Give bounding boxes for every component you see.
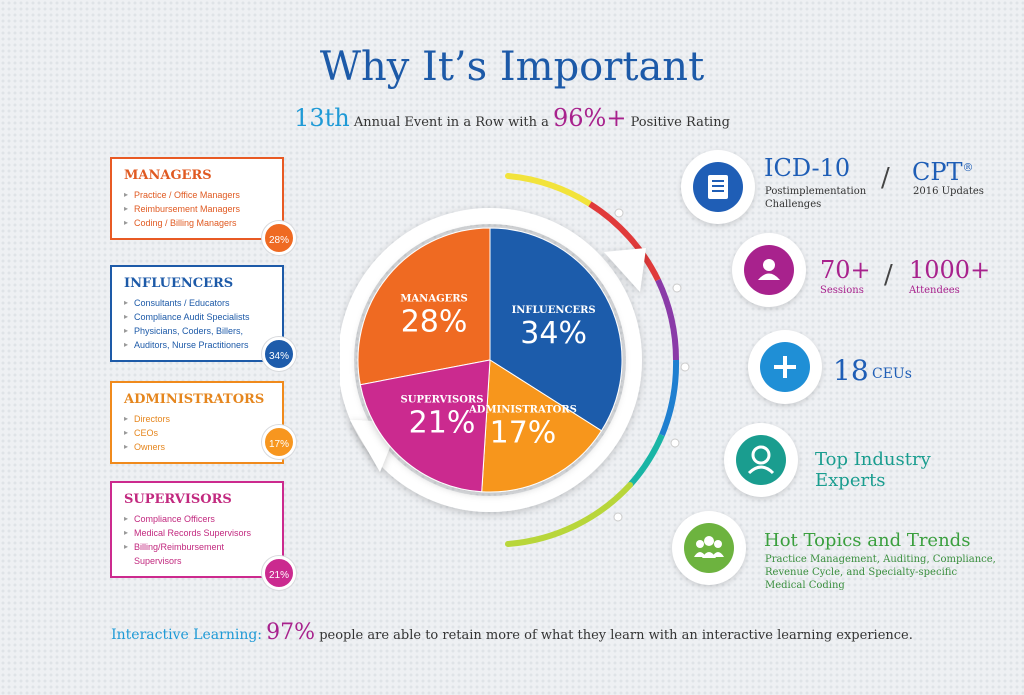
pie-slice-administrators [481,359,603,493]
rating-percent: 96%+ [552,104,627,132]
pie-label-managers: MANAGERS [400,294,467,305]
list-item: Auditors, Nurse Practitioners [124,338,272,352]
box-title: SUPERVISORS [124,492,232,507]
box-title: ADMINISTRATORS [124,392,265,407]
group-icon [694,536,724,558]
icd-sub-1: Postimplementation [765,186,867,197]
page-subtitle: 13th Annual Event in a Row with a 96%+ P… [0,104,1024,132]
list-item: Physicians, Coders, Billers, [124,324,272,338]
page-title: Why It’s Important [319,44,705,90]
expert-icon [747,445,775,475]
separator-slash: / [881,163,890,193]
subtitle-text-2: Positive Rating [626,115,730,130]
arc-dot [614,208,624,218]
list-item: CEOs [124,426,272,440]
attendees-count: 1000+ [909,256,991,284]
icd-sub-2: Challenges [765,199,822,210]
supervisors-badge: 21% [262,556,296,590]
pie-label-administrators: ADMINISTRATORS [468,405,577,416]
arc-dot [672,283,682,293]
arc-dot [680,362,690,372]
arc-lime [505,482,633,547]
list-item: Directors [124,412,272,426]
list-item: Practice / Office Managers [124,188,272,202]
cpt-sub: 2016 Updates [913,186,984,197]
topics-desc-3: Medical Coding [765,580,845,591]
document-icon [708,175,728,199]
footer-statement: Interactive Learning: 97% people are abl… [0,620,1024,645]
years-count: 13th [294,104,350,132]
sessions-count: 70+ [820,256,871,284]
list-item: Consultants / Educators [124,296,272,310]
list-item: Coding / Billing Managers [124,216,272,230]
subtitle-text-1: Annual Event in a Row with a [349,115,553,130]
managers-box: MANAGERS Practice / Office Managers Reim… [110,157,284,240]
arc-blue [659,359,680,437]
pie-slice-supervisors [359,359,491,493]
list-item: Reimbursement Managers [124,202,272,216]
arc-dot [670,438,680,448]
influencers-badge: 34% [262,337,296,371]
box-title: MANAGERS [124,168,212,183]
arc-purple [655,278,680,361]
footer-text: people are able to retain more of what t… [315,628,913,643]
list-item: Owners [124,440,272,454]
arrow-icon [604,248,646,292]
experts-line-2: Experts [815,470,886,491]
footer-percent: 97% [266,620,316,645]
icd-feature-circle [681,150,755,224]
pie-label-influencers: INFLUENCERS [512,305,596,316]
administrators-box: ADMINISTRATORS Directors CEOs Owners [110,381,284,464]
user-icon [758,259,780,280]
pie-value-influencers: 34% [520,316,587,351]
arc-dot [613,512,623,522]
outer-ring [340,208,642,512]
arc-teal [627,433,665,487]
topics-desc-2: Revenue Cycle, and Specialty-specific [765,567,958,578]
plus-icon [774,356,796,378]
box-title: INFLUENCERS [124,276,234,291]
attendees-label: Attendees [909,285,960,296]
topics-feature-circle [672,511,746,585]
ceu-count: 18 [833,354,869,387]
pie-slice-managers [357,227,491,386]
managers-badge: 28% [262,221,296,255]
ceu-feature-circle [748,330,822,404]
pie-slice-influencers [489,227,623,432]
footer-lead: Interactive Learning: [111,627,263,643]
administrators-badge: 17% [262,425,296,459]
supervisors-box: SUPERVISORS Compliance Officers Medical … [110,481,284,578]
ceu-label: CEUs [872,366,912,382]
list-item: Medical Records Supervisors [124,526,272,540]
cpt-title: CPT® [912,158,974,186]
icd-title: ICD-10 [764,154,851,182]
list-item: Compliance Officers [124,512,272,526]
pie-value-administrators: 17% [490,416,557,451]
pie-value-managers: 28% [401,305,468,340]
pie-value-supervisors: 21% [409,405,476,440]
separator-slash: / [884,260,893,290]
sessions-label: Sessions [820,285,864,296]
experts-feature-circle [724,423,798,497]
list-item: Compliance Audit Specialists [124,310,272,324]
experts-line-1: Top Industry [815,449,931,470]
topics-desc-1: Practice Management, Auditing, Complianc… [765,554,996,565]
sessions-feature-circle [732,233,806,307]
list-item: Billing/Reimbursement Supervisors [124,540,272,568]
arc-red [588,201,661,282]
pie-label-supervisors: SUPERVISORS [401,394,484,405]
influencers-box: INFLUENCERS Consultants / Educators Comp… [110,265,284,362]
arc-yellow [505,173,593,207]
topics-title: Hot Topics and Trends [764,530,971,551]
